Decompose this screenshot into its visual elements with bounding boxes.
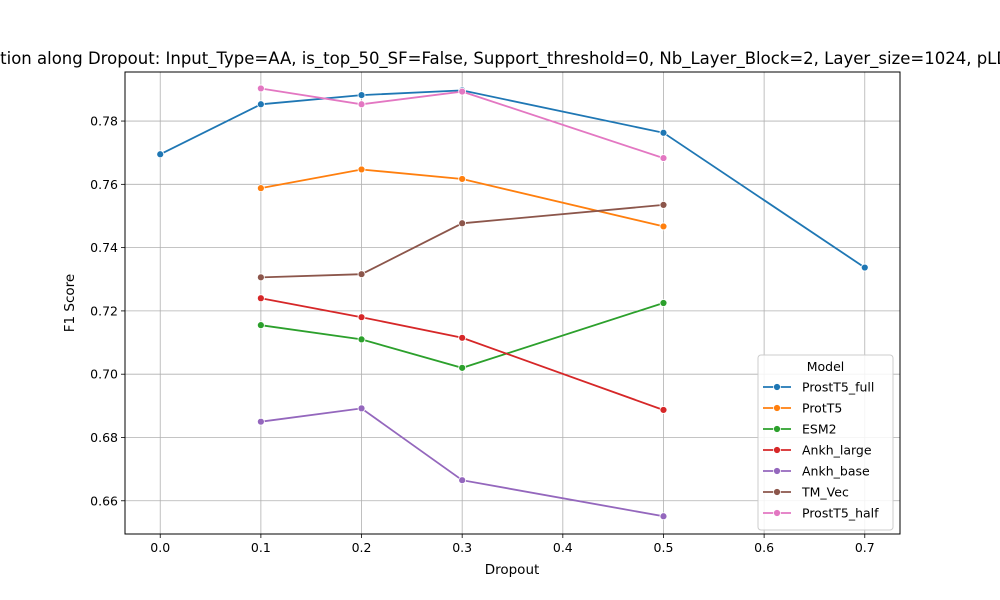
series-line-prostt5-half: [260, 87, 664, 159]
x-axis: 0.0 0.1 0.2 0.3 0.4 0.5 0.6 0.7: [150, 534, 875, 555]
data-point-esm2: [357, 335, 366, 344]
series-esm2: [256, 299, 668, 372]
series-prott5: [256, 165, 668, 231]
data-point-prostt5-half: [659, 154, 668, 162]
x-tick-label: 0.5: [654, 540, 674, 555]
data-point-prostt5-full: [256, 100, 265, 109]
legend-item-tm-vec: TM_Vec: [763, 485, 849, 500]
legend-item-ankh-large: Ankh_large: [763, 443, 872, 458]
y-tick-label: 0.66: [90, 493, 118, 508]
x-tick-label: 0.7: [855, 540, 875, 555]
legend-swatch-marker: [773, 467, 781, 475]
legend-swatch-marker: [773, 488, 781, 496]
y-axis: 0.66 0.68 0.70 0.72 0.74 0.76 0.78: [90, 114, 125, 508]
chart-title: F1 Score Variation along Dropout: Input_…: [0, 49, 1000, 69]
data-point-ankh-base: [659, 512, 668, 521]
data-point-ankh-large: [659, 406, 668, 414]
legend-swatch-marker: [773, 509, 781, 517]
series-line-ankh-base: [260, 407, 664, 518]
x-tick-label: 0.2: [352, 540, 372, 555]
data-point-ankh-large: [458, 333, 467, 342]
legend-swatch-marker: [773, 425, 781, 433]
data-point-prott5: [458, 175, 467, 183]
series-layer: [156, 84, 869, 521]
data-point-ankh-large: [256, 294, 265, 303]
data-point-prott5: [659, 222, 668, 231]
series-prostt5-half: [256, 84, 668, 162]
x-tick-label: 0.1: [251, 540, 271, 555]
legend-item-ankh-base: Ankh_base: [763, 464, 870, 479]
series-prostt5-full: [156, 86, 869, 272]
legend-title: Model: [807, 359, 845, 374]
series-line-ankh-large: [260, 297, 664, 411]
x-axis-title: Dropout: [485, 562, 540, 578]
data-point-prostt5-half: [256, 84, 265, 93]
data-point-tm-vec: [458, 219, 467, 228]
legend-swatch-marker: [773, 404, 781, 412]
legend-item-prostt5-full: ProstT5_full: [763, 380, 874, 395]
data-point-prostt5-full: [357, 91, 366, 99]
plot-area-frame: [124, 71, 901, 535]
data-point-tm-vec: [357, 270, 366, 279]
series-ankh-base: [256, 404, 668, 521]
series-line-prott5: [260, 168, 664, 228]
legend-swatch-marker: [773, 446, 781, 454]
data-point-prott5: [357, 165, 366, 174]
data-point-ankh-large: [357, 313, 366, 322]
series-line-tm-vec: [260, 204, 664, 279]
legend: Model ProstT5_full ProtT5 ESM2 Ankh_large An…: [757, 354, 894, 531]
data-point-ankh-base: [256, 417, 265, 426]
series-tm-vec: [256, 201, 668, 282]
y-tick-label: 0.72: [90, 303, 118, 318]
data-point-prostt5-full: [156, 150, 165, 159]
legend-item-prott5: ProtT5: [763, 401, 842, 416]
y-tick-label: 0.76: [90, 177, 118, 192]
legend-label: ProstT5_half: [802, 506, 879, 521]
y-tick-label: 0.78: [90, 114, 118, 129]
x-tick-label: 0.3: [452, 540, 472, 555]
x-tick-label: 0.6: [754, 540, 774, 555]
data-point-ankh-base: [458, 476, 467, 485]
series-ankh-large: [256, 294, 668, 414]
data-point-ankh-base: [357, 404, 366, 413]
data-point-prostt5-full: [659, 128, 668, 137]
data-point-prostt5-half: [458, 87, 467, 96]
data-point-tm-vec: [659, 201, 668, 209]
series-line-esm2: [260, 302, 664, 369]
x-tick-label: 0.0: [150, 540, 170, 555]
data-point-esm2: [256, 321, 265, 330]
data-point-prott5: [256, 184, 265, 193]
data-point-esm2: [659, 299, 668, 307]
data-point-prostt5-full: [860, 263, 869, 272]
data-point-prostt5-half: [357, 100, 366, 109]
data-point-esm2: [458, 363, 467, 372]
y-axis-title: F1 Score: [62, 274, 78, 332]
legend-label: Ankh_base: [802, 464, 870, 479]
legend-label: TM_Vec: [801, 485, 849, 500]
y-tick-label: 0.68: [90, 430, 118, 445]
legend-box: [757, 354, 894, 531]
legend-item-prostt5-half: ProstT5_half: [763, 506, 879, 521]
legend-label: ProtT5: [802, 401, 842, 416]
data-point-tm-vec: [256, 273, 265, 282]
legend-swatch-marker: [773, 383, 781, 391]
y-tick-label: 0.70: [90, 367, 118, 382]
legend-items: ProstT5_full ProtT5 ESM2 Ankh_large Ankh_bas…: [763, 380, 879, 521]
series-line-prostt5-full: [159, 89, 866, 269]
legend-label: ProstT5_full: [802, 380, 874, 395]
x-tick-label: 0.4: [553, 540, 573, 555]
y-tick-label: 0.74: [90, 240, 118, 255]
legend-label: ESM2: [802, 422, 837, 437]
legend-item-esm2: ESM2: [763, 422, 837, 437]
legend-label: Ankh_large: [802, 443, 872, 458]
